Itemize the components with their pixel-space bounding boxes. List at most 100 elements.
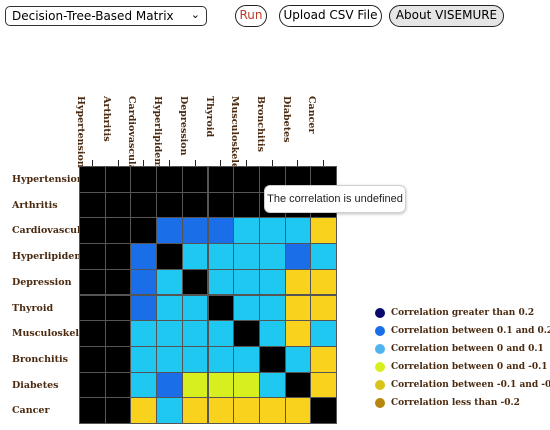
upload-csv-button[interactable]: Upload CSV File: [279, 5, 382, 27]
matrix-cell[interactable]: [181, 243, 209, 270]
matrix-cell[interactable]: [79, 320, 106, 347]
matrix-cell[interactable]: [233, 166, 260, 193]
matrix-cell[interactable]: [233, 397, 260, 424]
matrix-cell[interactable]: [79, 268, 106, 296]
matrix-cell[interactable]: [310, 320, 337, 347]
matrix-cell[interactable]: [79, 166, 106, 193]
matrix-cell[interactable]: [284, 217, 312, 245]
matrix-cell[interactable]: [258, 345, 286, 373]
matrix-cell[interactable]: [156, 397, 183, 424]
matrix-cell[interactable]: [233, 217, 260, 245]
matrix-cell[interactable]: [130, 191, 158, 219]
matrix-cell[interactable]: [156, 294, 183, 322]
matrix-cell[interactable]: [310, 217, 337, 245]
matrix-cell[interactable]: [181, 397, 209, 424]
matrix-cell[interactable]: [284, 397, 312, 424]
matrix-cell[interactable]: [233, 268, 260, 296]
matrix-cell[interactable]: [130, 320, 158, 347]
matrix-cell[interactable]: [233, 294, 260, 322]
matrix-cell[interactable]: [130, 345, 158, 373]
matrix-cell[interactable]: [181, 294, 209, 322]
matrix-cell[interactable]: [79, 294, 106, 322]
matrix-cell[interactable]: [79, 191, 106, 219]
matrix-cell[interactable]: [233, 345, 260, 373]
matrix-cell[interactable]: [130, 294, 158, 322]
matrix-cell[interactable]: [207, 371, 235, 399]
column-label-arthritis: Arthritis: [100, 96, 112, 142]
matrix-cell[interactable]: [156, 345, 183, 373]
matrix-cell[interactable]: [181, 268, 209, 296]
matrix-cell[interactable]: [207, 217, 235, 245]
matrix-cell[interactable]: [79, 217, 106, 245]
matrix-cell[interactable]: [156, 320, 183, 347]
matrix-cell[interactable]: [156, 166, 183, 193]
matrix-cell[interactable]: [258, 294, 286, 322]
matrix-cell[interactable]: [233, 371, 260, 399]
matrix-cell[interactable]: [130, 397, 158, 424]
matrix-cell[interactable]: [207, 268, 235, 296]
matrix-cell[interactable]: [181, 371, 209, 399]
matrix-cell[interactable]: [207, 397, 235, 424]
matrix-cell[interactable]: [233, 243, 260, 270]
matrix-cell[interactable]: [156, 217, 183, 245]
matrix-cell[interactable]: [284, 371, 312, 399]
matrix-cell[interactable]: [130, 243, 158, 270]
matrix-cell[interactable]: [104, 320, 132, 347]
matrix-cell[interactable]: [130, 268, 158, 296]
matrix-cell[interactable]: [207, 243, 235, 270]
matrix-cell[interactable]: [181, 345, 209, 373]
matrix-cell[interactable]: [181, 191, 209, 219]
matrix-cell[interactable]: [130, 217, 158, 245]
matrix-cell[interactable]: [104, 166, 132, 193]
matrix-cell[interactable]: [79, 243, 106, 270]
matrix-cell[interactable]: [258, 243, 286, 270]
matrix-cell[interactable]: [156, 191, 183, 219]
matrix-cell[interactable]: [156, 371, 183, 399]
matrix-cell[interactable]: [130, 166, 158, 193]
matrix-cell[interactable]: [258, 268, 286, 296]
run-button[interactable]: Run: [235, 5, 267, 27]
matrix-cell[interactable]: [104, 371, 132, 399]
matrix-cell[interactable]: [104, 397, 132, 424]
matrix-cell[interactable]: [207, 294, 235, 322]
matrix-cell[interactable]: [181, 166, 209, 193]
matrix-cell[interactable]: [104, 217, 132, 245]
matrix-cell[interactable]: [284, 345, 312, 373]
matrix-cell[interactable]: [104, 243, 132, 270]
matrix-cell[interactable]: [310, 397, 337, 424]
matrix-cell[interactable]: [258, 397, 286, 424]
matrix-type-select[interactable]: Decision-Tree-Based Matrix ⌄: [5, 6, 207, 26]
matrix-cell[interactable]: [258, 320, 286, 347]
matrix-cell[interactable]: [310, 294, 337, 322]
matrix-cell[interactable]: [79, 371, 106, 399]
matrix-cell[interactable]: [156, 268, 183, 296]
matrix-cell[interactable]: [233, 191, 260, 219]
matrix-cell[interactable]: [79, 397, 106, 424]
matrix-cell[interactable]: [310, 268, 337, 296]
matrix-cell[interactable]: [207, 320, 235, 347]
matrix-cell[interactable]: [104, 268, 132, 296]
matrix-cell[interactable]: [310, 371, 337, 399]
matrix-cell[interactable]: [284, 268, 312, 296]
column-tick: [194, 160, 196, 166]
matrix-cell[interactable]: [310, 345, 337, 373]
matrix-cell[interactable]: [284, 320, 312, 347]
matrix-cell[interactable]: [310, 243, 337, 270]
matrix-cell[interactable]: [207, 345, 235, 373]
about-button[interactable]: About VISEMURE: [389, 5, 504, 27]
matrix-cell[interactable]: [284, 294, 312, 322]
matrix-cell[interactable]: [104, 345, 132, 373]
matrix-cell[interactable]: [233, 320, 260, 347]
matrix-cell[interactable]: [156, 243, 183, 270]
matrix-cell[interactable]: [181, 320, 209, 347]
matrix-cell[interactable]: [104, 191, 132, 219]
matrix-cell[interactable]: [104, 294, 132, 322]
matrix-cell[interactable]: [258, 217, 286, 245]
matrix-cell[interactable]: [207, 166, 235, 193]
matrix-cell[interactable]: [79, 345, 106, 373]
matrix-cell[interactable]: [258, 371, 286, 399]
matrix-cell[interactable]: [284, 243, 312, 270]
matrix-cell[interactable]: [130, 371, 158, 399]
matrix-cell[interactable]: [207, 191, 235, 219]
matrix-cell[interactable]: [181, 217, 209, 245]
